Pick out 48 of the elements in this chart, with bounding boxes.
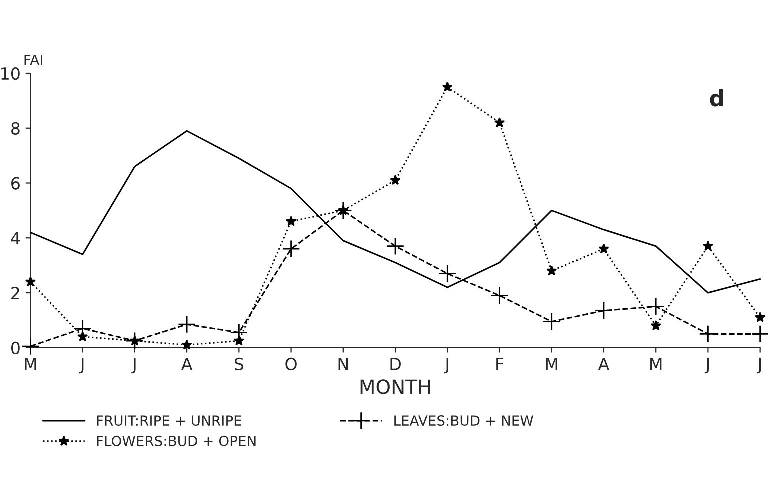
point — [494, 117, 506, 128]
point — [390, 174, 401, 186]
x-tick-label: M — [650, 358, 662, 370]
x-tick-label: S — [234, 358, 244, 371]
point — [542, 312, 561, 331]
x-tick-label: M — [546, 358, 558, 370]
point — [22, 338, 40, 356]
y-tick-label: 4 — [11, 232, 20, 244]
point — [594, 302, 614, 320]
annotation: d — [710, 90, 724, 107]
x-tick-label: A — [598, 358, 610, 370]
x-tick-label: N — [338, 358, 348, 370]
point — [490, 286, 509, 305]
y-axis-title: FAI — [24, 55, 42, 66]
point — [442, 82, 453, 92]
point — [286, 216, 297, 226]
y-tick-label: 10 — [2, 67, 20, 80]
x-tick-label: A — [181, 358, 193, 370]
x-tick-label: J — [704, 358, 710, 374]
point — [386, 237, 405, 256]
point — [282, 240, 300, 258]
x-tick-label: O — [286, 358, 297, 371]
x-tick-label: D — [390, 358, 401, 370]
x-tick-label: J — [80, 358, 84, 374]
point — [755, 312, 766, 322]
x-tick-label: J — [132, 358, 136, 374]
point — [178, 316, 196, 334]
y-tick-label: 8 — [12, 122, 20, 135]
x-tick-label: F — [496, 358, 504, 370]
legend-label: FLOWERS:BUD + OPEN — [97, 436, 256, 446]
legend-label: LEAVES:BUD + NEW — [394, 416, 534, 426]
legend-label: FRUIT:RIPE + UNRIPE — [97, 416, 242, 426]
point — [650, 320, 662, 331]
point — [751, 325, 768, 344]
point — [182, 340, 192, 350]
y-tick-label: 6 — [12, 177, 20, 190]
x-tick-label: M — [25, 358, 36, 370]
point — [647, 298, 666, 316]
point — [25, 276, 36, 287]
x-tick-label: J — [757, 358, 762, 374]
point — [702, 240, 714, 251]
y-tick-label: 2 — [12, 286, 20, 300]
x-axis-title: MONTH — [360, 380, 430, 394]
x-tick-label: J — [444, 358, 448, 374]
point — [438, 264, 457, 283]
point — [546, 266, 558, 276]
point — [598, 244, 610, 254]
y-tick-label: 0 — [11, 342, 20, 354]
